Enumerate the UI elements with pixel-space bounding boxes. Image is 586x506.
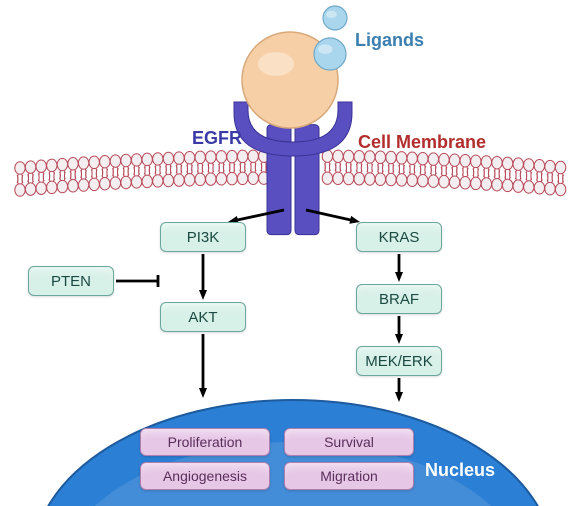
node-mek-erk: MEK/ERK [356,346,442,376]
node-braf: BRAF [356,284,442,314]
diagram-stage: Ligands EGFR Cell Membrane PI3K AKT PTEN… [0,0,586,506]
node-pi3k: PI3K [160,222,246,252]
outcome-angiogenesis: Angiogenesis [140,462,270,490]
node-kras: KRAS [356,222,442,252]
membrane-label: Cell Membrane [358,132,486,153]
outcome-survival: Survival [284,428,414,456]
ligands-label: Ligands [355,30,424,51]
outcome-migration: Migration [284,462,414,490]
nucleus-label: Nucleus [425,460,495,481]
egfr-label: EGFR [192,128,242,149]
node-akt: AKT [160,302,246,332]
node-pten: PTEN [28,266,114,296]
outcome-proliferation: Proliferation [140,428,270,456]
